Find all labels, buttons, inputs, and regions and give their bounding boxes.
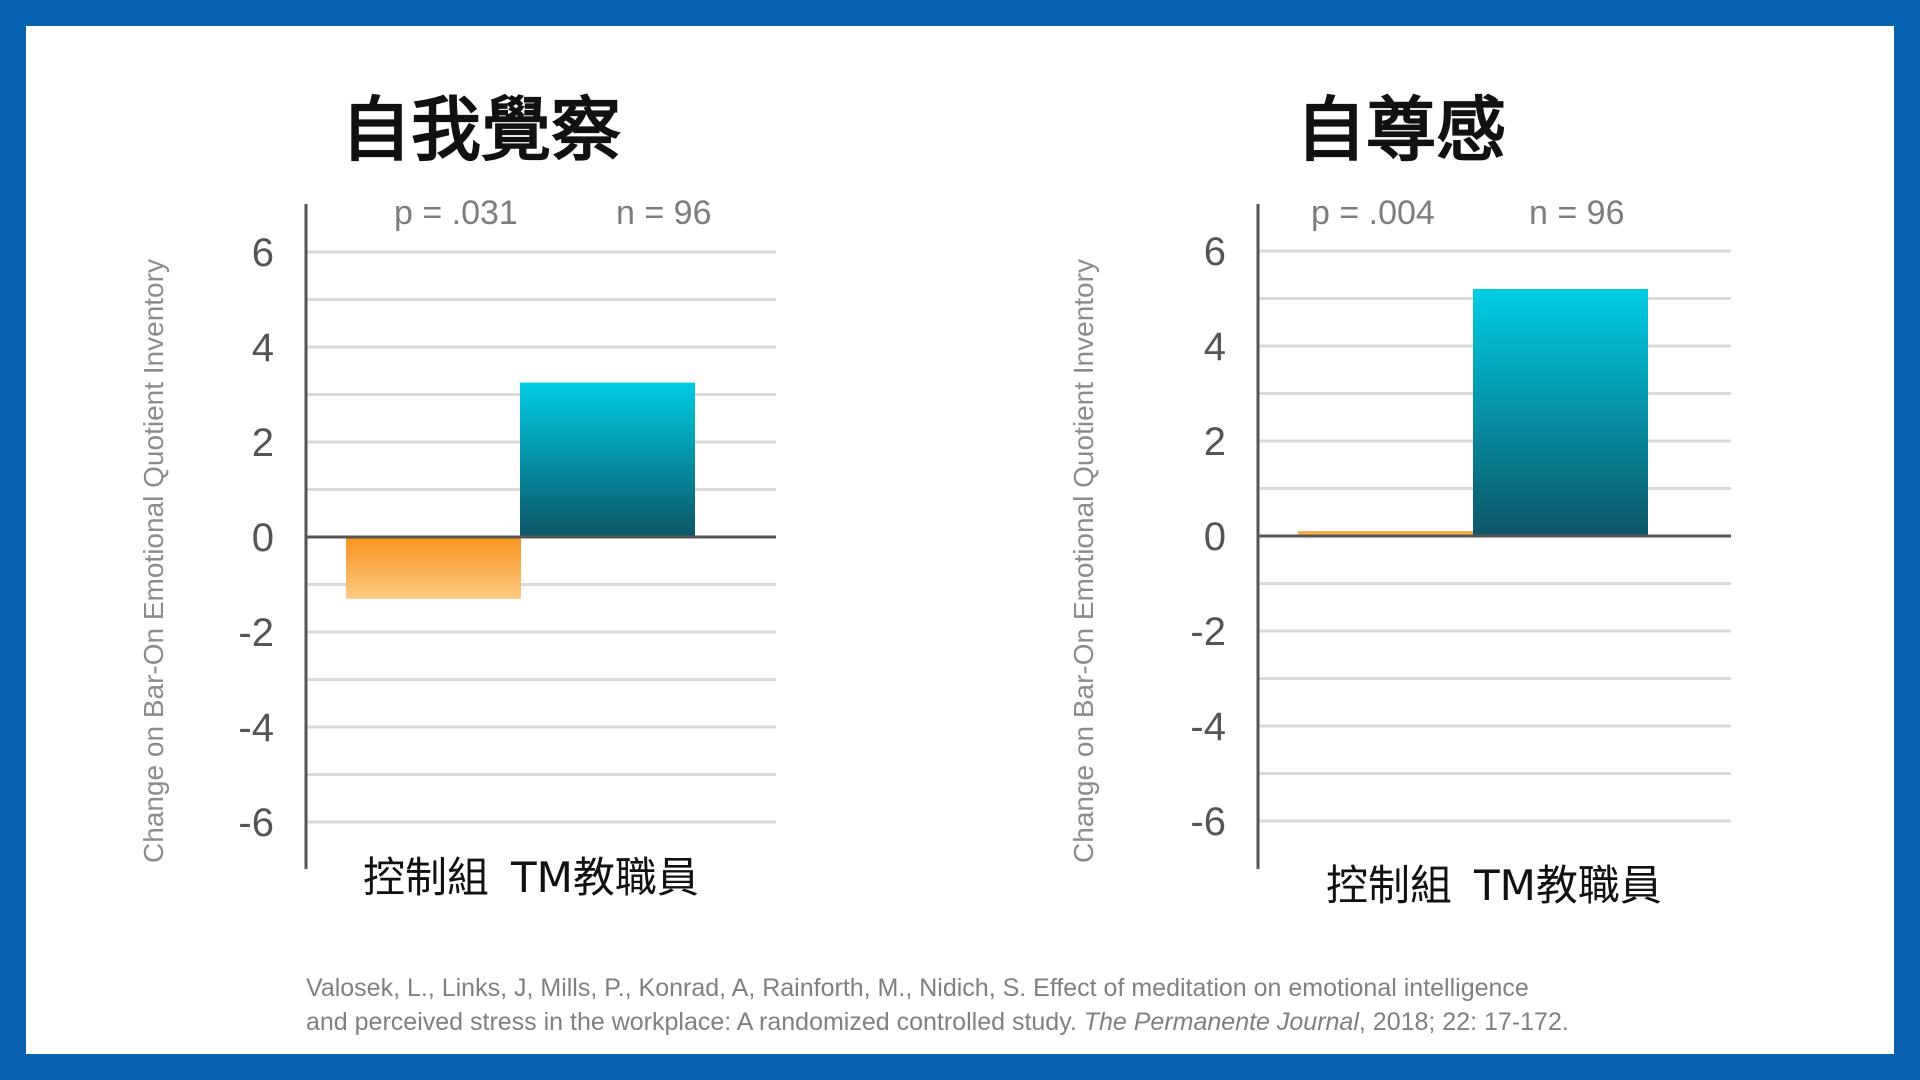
bar-tm xyxy=(1473,289,1648,536)
chart-title: 自尊感 xyxy=(1296,89,1506,171)
y-tick-label: 6 xyxy=(252,231,274,275)
y-tick-label: -2 xyxy=(1190,610,1226,654)
citation-line-1: Valosek, L., Links, J, Mills, P., Konrad… xyxy=(306,974,1529,1002)
slide: 自我覺察 p = .031 n = 96 Change on Bar-On Em… xyxy=(26,26,1894,1054)
x-axis-labels: 控制組 TM教職員 xyxy=(1326,852,1684,913)
x-label-tm: TM教職員 xyxy=(511,853,699,902)
y-tick-label: -4 xyxy=(1190,705,1226,749)
y-tick-label: -6 xyxy=(1190,800,1226,844)
y-tick-label: 0 xyxy=(252,516,274,560)
citation-details: , 2018; 22: 17-172. xyxy=(1358,1008,1569,1036)
p-value: p = .004 xyxy=(1311,194,1435,232)
n-value: n = 96 xyxy=(1529,194,1625,232)
y-tick-label: 2 xyxy=(252,421,274,465)
bar-tm xyxy=(520,382,695,537)
y-tick-label: -2 xyxy=(238,611,274,655)
bar-control xyxy=(346,537,521,599)
x-label-control: 控制組 xyxy=(1326,861,1453,910)
x-label-tm: TM教職員 xyxy=(1474,861,1662,910)
chart-self-esteem: 自尊感 p = .004 n = 96 Change on Bar-On Emo… xyxy=(956,26,1894,926)
y-tick-label: 4 xyxy=(1204,325,1226,369)
chart-plot: 6 4 2 0 -2 -4 -6 xyxy=(238,204,776,869)
chart-plot: 6 4 2 0 -2 -4 -6 xyxy=(1190,204,1731,869)
citation: Valosek, L., Links, J, Mills, P., Konrad… xyxy=(306,971,1706,1039)
citation-line-2: and perceived stress in the workplace: A… xyxy=(306,1005,1706,1039)
bar-control xyxy=(1298,531,1473,536)
citation-journal: The Permanente Journal xyxy=(1083,1008,1359,1036)
citation-text: and perceived stress in the workplace: A… xyxy=(306,1008,1084,1036)
n-value: n = 96 xyxy=(616,194,712,232)
x-axis-labels: 控制組 TM教職員 xyxy=(363,844,721,905)
y-tick-label: 0 xyxy=(1204,515,1226,559)
y-tick-label: 2 xyxy=(1204,420,1226,464)
y-tick-label: 4 xyxy=(252,326,274,370)
y-tick-label: -6 xyxy=(238,801,274,845)
x-label-control: 控制組 xyxy=(363,853,490,902)
chart-self-awareness: 自我覺察 p = .031 n = 96 Change on Bar-On Em… xyxy=(26,26,926,926)
p-value: p = .031 xyxy=(394,194,518,232)
chart-title: 自我覺察 xyxy=(341,89,621,171)
y-tick-label: -4 xyxy=(238,706,274,750)
y-tick-label: 6 xyxy=(1204,230,1226,274)
